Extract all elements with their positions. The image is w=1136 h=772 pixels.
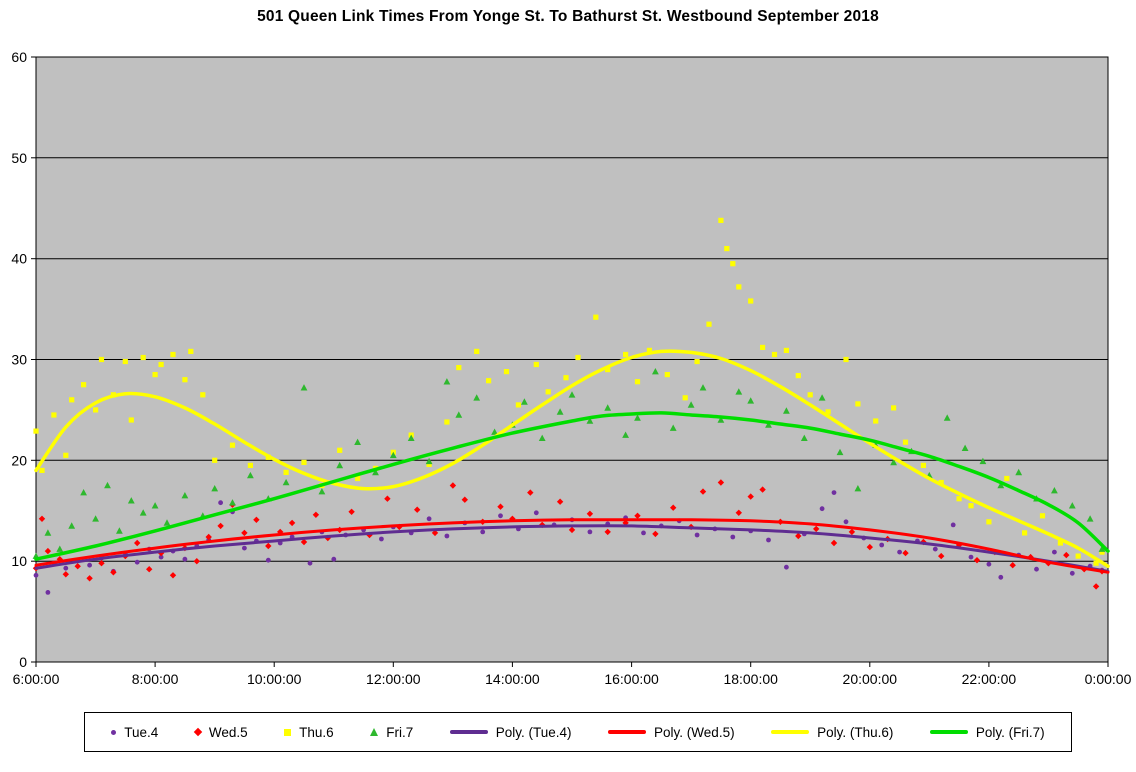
plot-area: 0 10 20 30 40 50 60 6:00:00 8:00:00 10:00:00 12:00… — [11, 49, 1132, 687]
y-tick-label: 30 — [11, 352, 27, 368]
legend-label-tue4: Tue.4 — [124, 724, 159, 740]
poly-fri7-line-marker-icon — [929, 730, 968, 734]
tue4-dot-marker-icon — [111, 729, 117, 735]
legend-item-poly-wed5: Poly. (Wed.5) — [608, 725, 735, 740]
y-tick-label: 0 — [19, 654, 27, 670]
x-tick-label: 16:00:00 — [604, 671, 659, 687]
legend-item-poly-fri7: Poly. (Fri.7) — [929, 724, 1045, 740]
poly-wed5-line-marker-icon — [608, 730, 647, 734]
legend-label-poly-tue4: Poly. (Tue.4) — [495, 724, 572, 740]
y-tick-label: 40 — [11, 251, 27, 267]
series-poly-fri-7 — [34, 411, 1110, 561]
legend-item-wed5: Wed.5 — [193, 724, 248, 740]
y-tick-label: 10 — [11, 553, 27, 569]
legend-item-poly-tue4: Poly. (Tue.4) — [449, 724, 572, 740]
wed5-diamond-marker-icon — [193, 727, 203, 737]
legend-label-fri7: Fri.7 — [386, 724, 414, 740]
legend-label-poly-thu6: Poly. (Thu.6) — [817, 724, 894, 740]
x-tick-label: 8:00:00 — [132, 671, 179, 687]
x-tick-label: 12:00:00 — [366, 671, 421, 687]
legend-item-fri7: Fri.7 — [370, 725, 413, 740]
x-tick-label: 18:00:00 — [723, 671, 778, 687]
x-tick-label: 14:00:00 — [485, 671, 540, 687]
legend-item-tue4: Tue.4 — [111, 725, 158, 740]
legend-label-poly-fri7: Poly. (Fri.7) — [975, 724, 1045, 740]
series-poly-thu-6 — [34, 349, 1110, 568]
series-poly-tue-4 — [34, 524, 1110, 573]
chart-title: 501 Queen Link Times From Yonge St. To B… — [257, 8, 879, 25]
series-thu-6 — [33, 217, 1105, 566]
poly-thu6-line-marker-icon — [771, 730, 810, 734]
poly-tue4-line-marker-icon — [449, 730, 488, 734]
legend-label-wed5: Wed.5 — [208, 724, 248, 740]
series-fri-7 — [32, 368, 1106, 559]
y-tick-label: 60 — [11, 49, 27, 65]
series-poly-wed-5 — [34, 518, 1110, 574]
x-tick-label: 22:00:00 — [962, 671, 1017, 687]
fri7-triangle-marker-icon — [370, 728, 379, 736]
legend: Tue.4 Wed.5 Thu.6 Fri.7 Poly. (Tue.4) Po… — [84, 712, 1072, 752]
thu6-square-marker-icon — [284, 728, 292, 736]
legend-label-poly-wed5: Poly. (Wed.5) — [654, 724, 735, 740]
x-tick-label: 6:00:00 — [13, 671, 60, 687]
legend-item-thu6: Thu.6 — [284, 725, 334, 740]
y-tick-label: 20 — [11, 452, 27, 468]
x-tick-label: 10:00:00 — [247, 671, 302, 687]
x-tick-label: 20:00:00 — [843, 671, 898, 687]
legend-item-poly-thu6: Poly. (Thu.6) — [771, 725, 893, 740]
x-tick-label: 0:00:00 — [1085, 671, 1132, 687]
y-tick-label: 50 — [11, 150, 27, 166]
legend-label-thu6: Thu.6 — [299, 724, 334, 740]
